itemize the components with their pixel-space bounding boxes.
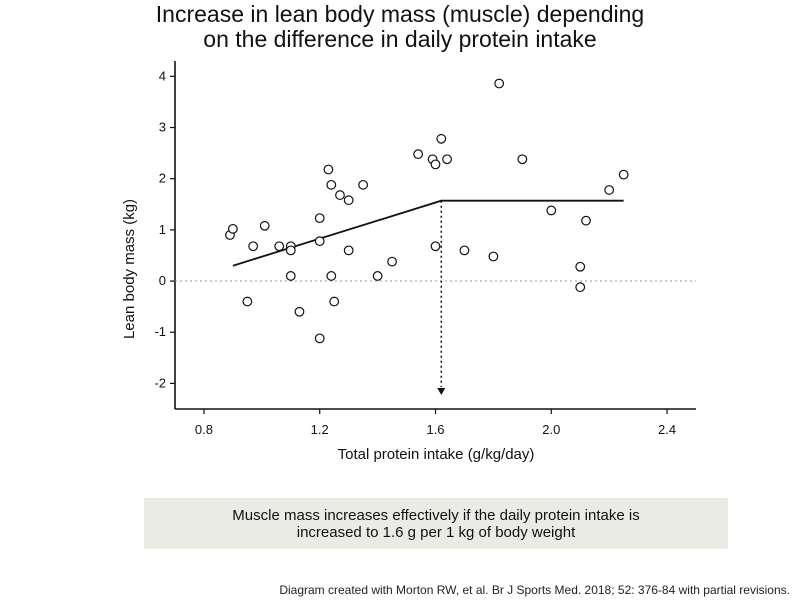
tick-labels: 0.8 1.2 1.6 2.0 2.4 -2 -1 0 1 2 3 4 [154,68,676,437]
data-point [413,149,424,160]
x-axis-label: Total protein intake (g/kg/day) [338,446,535,463]
chart-title: Increase in lean body mass (muscle) depe… [0,2,800,52]
y-tick-label: -1 [154,324,166,339]
data-point [285,271,296,281]
data-point [459,245,470,256]
data-point [294,306,305,317]
caption-box: Muscle mass increases effectively if the… [144,498,728,549]
data-point [329,296,340,307]
data-point [494,78,505,89]
data-point [618,169,629,180]
y-tick-label: 4 [159,68,166,83]
data-point [314,333,325,344]
data-point [323,164,334,175]
data-point [358,179,369,190]
scatter-plot: 0.8 1.2 1.6 2.0 2.4 -2 -1 0 1 2 3 4 Total protein i… [121,61,696,463]
data-point [259,220,270,231]
y-tick-label: 2 [159,171,166,186]
data-point [326,271,337,281]
data-point [604,185,615,195]
data-point [227,223,238,234]
data-points [225,78,629,344]
data-point [442,154,452,165]
data-point [517,154,528,165]
data-point [242,296,253,307]
caption-line-2: increased to 1.6 g per 1 kg of body weig… [296,523,576,541]
data-point [430,241,441,252]
data-point [343,195,354,206]
data-point [430,159,441,170]
data-point [343,245,354,256]
x-tick-label: 0.8 [195,422,213,437]
data-point [248,241,259,252]
data-point [314,236,325,247]
x-tick-label: 2.0 [542,422,560,437]
data-point [274,241,285,252]
data-point [387,256,397,267]
arrow-down-icon [437,388,446,395]
data-point [546,205,557,216]
x-tick-label: 2.4 [658,422,676,437]
x-tick-label: 1.2 [311,422,329,437]
reference-lines [175,200,696,395]
data-point [581,215,591,226]
chart-title-line-2: on the difference in daily protein intak… [203,26,597,52]
data-point [285,245,296,256]
y-tick-label: 1 [159,222,166,237]
y-axis-label: Lean body mass (kg) [121,199,138,339]
data-point [326,179,337,190]
chart-title-line-1: Increase in lean body mass (muscle) depe… [155,1,645,27]
y-tick-label: 0 [159,273,166,288]
data-point [575,261,586,272]
data-point [575,282,586,293]
data-point [488,251,499,262]
y-tick-label: 3 [159,120,166,135]
data-point [372,271,383,281]
trend-line-group [232,199,624,267]
source-credit: Diagram created with Morton RW, et al. B… [279,583,790,597]
data-point [436,133,447,144]
trend-line [232,199,624,267]
x-tick-label: 1.6 [426,422,444,437]
axes [170,61,696,414]
caption-line-1: Muscle mass increases effectively if the… [232,506,640,524]
data-point [314,213,325,224]
data-point [335,190,345,200]
y-tick-label: -2 [154,375,166,390]
